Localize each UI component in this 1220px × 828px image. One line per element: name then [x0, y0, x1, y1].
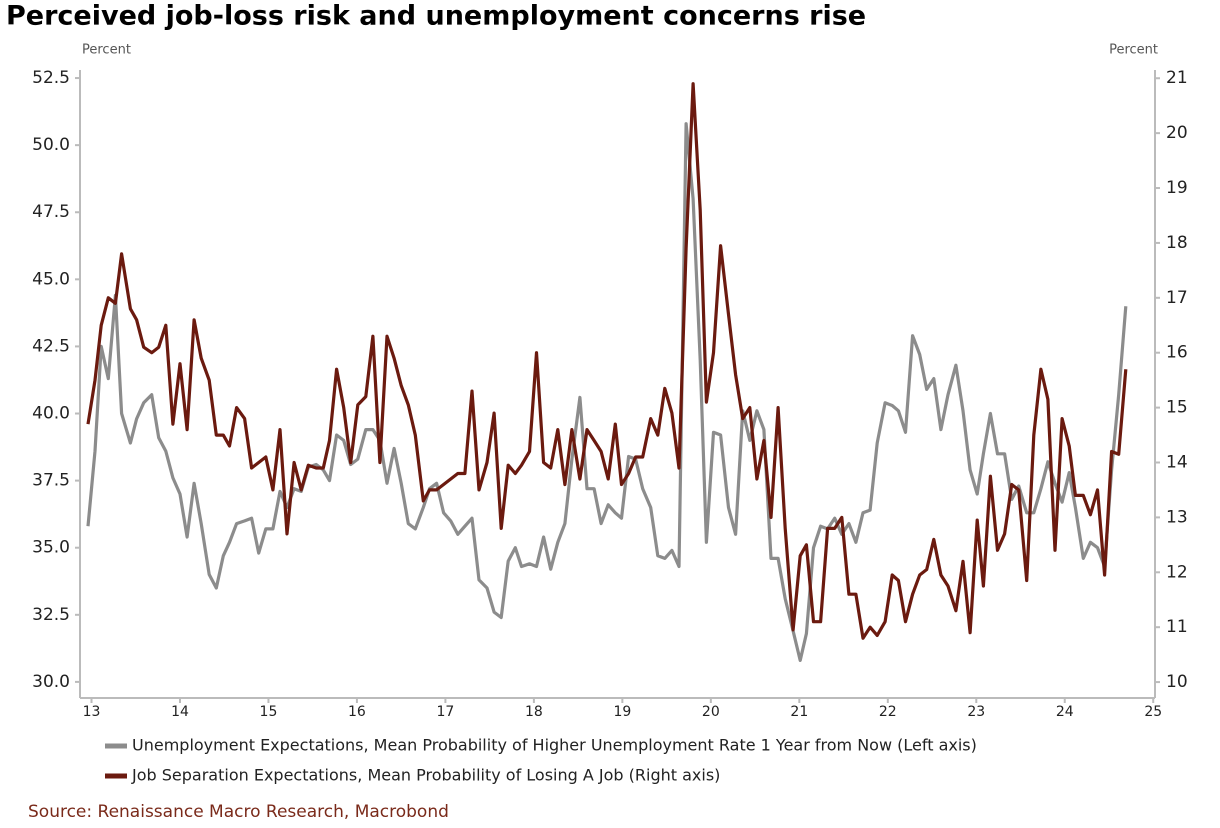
x-tick-label: 18: [525, 704, 543, 720]
y2-tick-label: 13: [1166, 507, 1188, 527]
y2-tick-label: 19: [1166, 178, 1188, 198]
x-tick-label: 20: [702, 704, 720, 720]
x-tick-label: 24: [1056, 704, 1074, 720]
y-tick-label: 30.0: [32, 672, 70, 692]
y2-tick-label: 18: [1166, 233, 1188, 253]
y2-tick-label: 15: [1166, 398, 1188, 418]
y2-axis-label: Percent: [1109, 43, 1158, 58]
x-tick-label: 21: [790, 704, 808, 720]
y2-tick-label: 17: [1166, 288, 1188, 308]
y2-tick-label: 11: [1166, 617, 1188, 637]
y2-tick-label: 14: [1166, 453, 1188, 473]
y-tick-label: 50.0: [32, 135, 70, 155]
legend-label: Unemployment Expectations, Mean Probabil…: [132, 736, 977, 755]
x-tick-label: 16: [348, 704, 366, 720]
y-axis-label: Percent: [82, 43, 131, 58]
y2-tick-label: 12: [1166, 562, 1188, 582]
chart-title: Perceived job-loss risk and unemployment…: [6, 1, 866, 32]
legend-label: Job Separation Expectations, Mean Probab…: [131, 766, 720, 785]
y-tick-label: 45.0: [32, 269, 70, 289]
x-tick-label: 22: [879, 704, 897, 720]
series-line: [86, 82, 1128, 640]
x-tick-label: 25: [1144, 704, 1162, 720]
y2-tick-label: 21: [1166, 68, 1188, 88]
y-tick-label: 37.5: [32, 471, 70, 491]
y-tick-label: 42.5: [32, 336, 70, 356]
series-line: [86, 122, 1128, 662]
y2-tick-label: 16: [1166, 343, 1188, 363]
y-tick-label: 47.5: [32, 202, 70, 222]
x-tick-label: 23: [967, 704, 985, 720]
y-tick-label: 35.0: [32, 538, 70, 558]
x-tick-label: 19: [613, 704, 631, 720]
y-tick-label: 52.5: [32, 68, 70, 88]
y2-tick-label: 20: [1166, 123, 1188, 143]
y-tick-label: 40.0: [32, 404, 70, 424]
x-tick-label: 15: [260, 704, 278, 720]
source: Source: Renaissance Macro Research, Macr…: [28, 802, 449, 822]
x-tick-label: 13: [83, 704, 101, 720]
x-tick-label: 14: [171, 704, 189, 720]
y2-tick-label: 10: [1166, 672, 1188, 692]
x-tick-label: 17: [436, 704, 454, 720]
y-tick-label: 32.5: [32, 605, 70, 625]
